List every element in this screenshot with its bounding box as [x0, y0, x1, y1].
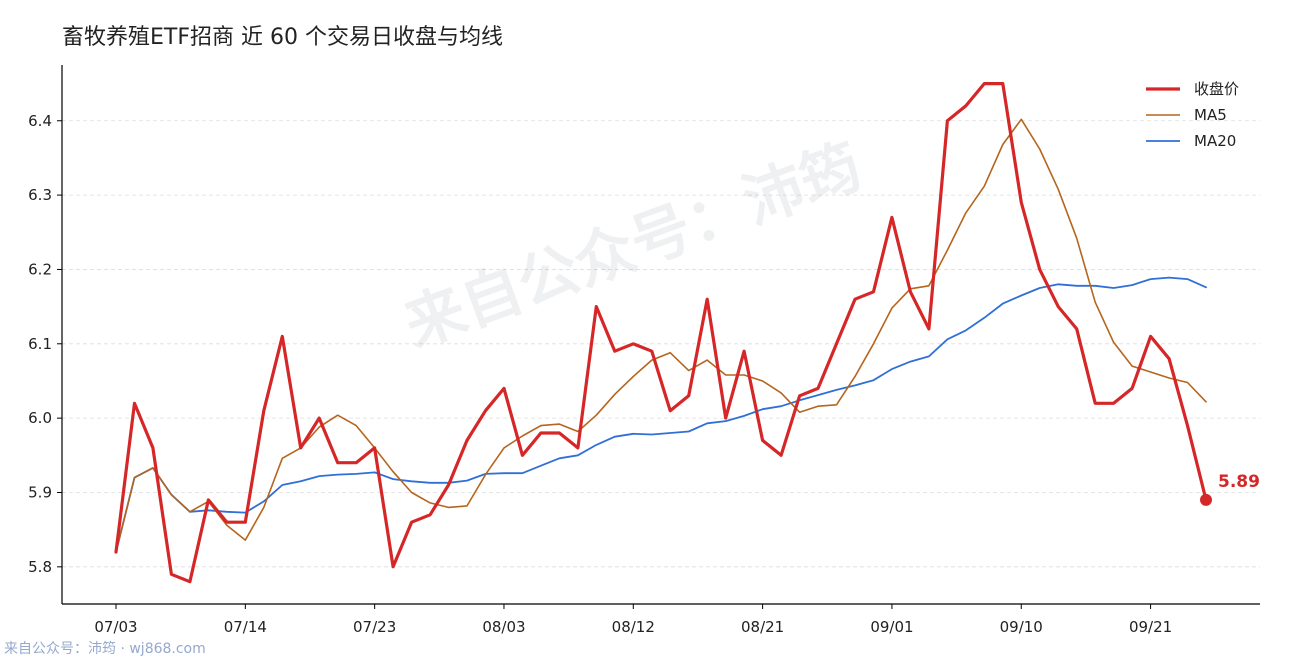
legend-label: 收盘价	[1194, 80, 1239, 98]
x-tick-label: 07/23	[353, 618, 396, 636]
y-axis-ticks: 5.8 5.9 6.0 6.1 6.2 6.3 6.4	[28, 112, 62, 576]
y-tick-label: 6.4	[28, 112, 52, 130]
series-line-1	[115, 118, 1207, 553]
x-axis-ticks: 07/03 07/14 07/23 08/03 08/12 08/21 09/01 09/10…	[94, 604, 1172, 636]
y-tick-label: 6.1	[28, 335, 52, 353]
y-tick-label: 5.8	[28, 558, 52, 576]
legend-label: MA5	[1194, 106, 1227, 124]
x-tick-label: 09/10	[1000, 618, 1043, 636]
legend: 收盘价 MA5 MA20	[1146, 80, 1239, 150]
gridlines	[62, 120, 1260, 568]
chart-title: 畜牧养殖ETF招商 近 60 个交易日收盘与均线	[62, 25, 503, 50]
x-tick-label: 08/12	[612, 618, 655, 636]
axes	[61, 65, 1260, 605]
x-tick-label: 07/14	[224, 618, 267, 636]
x-tick-label: 07/03	[94, 618, 137, 636]
x-tick-label: 09/21	[1129, 618, 1172, 636]
y-tick-label: 6.0	[28, 409, 52, 427]
series-line-2	[115, 276, 1207, 553]
y-tick-label: 6.3	[28, 186, 52, 204]
series-lines	[114, 81, 1208, 584]
center-watermark: 来自公众号：沛筠	[396, 131, 871, 361]
series-line-0	[114, 81, 1208, 584]
y-tick-label: 5.9	[28, 483, 52, 501]
bottom-watermark: 来自公众号：沛筠 · wj868.com	[4, 640, 206, 657]
last-value-label: 5.89	[1218, 472, 1260, 492]
x-tick-label: 08/03	[482, 618, 525, 636]
legend-label: MA20	[1194, 132, 1236, 150]
x-tick-label: 09/01	[870, 618, 913, 636]
last-point-marker	[1200, 493, 1212, 506]
end-annotation: 5.89	[1200, 472, 1260, 506]
y-tick-label: 6.2	[28, 260, 52, 278]
x-tick-label: 08/21	[741, 618, 784, 636]
